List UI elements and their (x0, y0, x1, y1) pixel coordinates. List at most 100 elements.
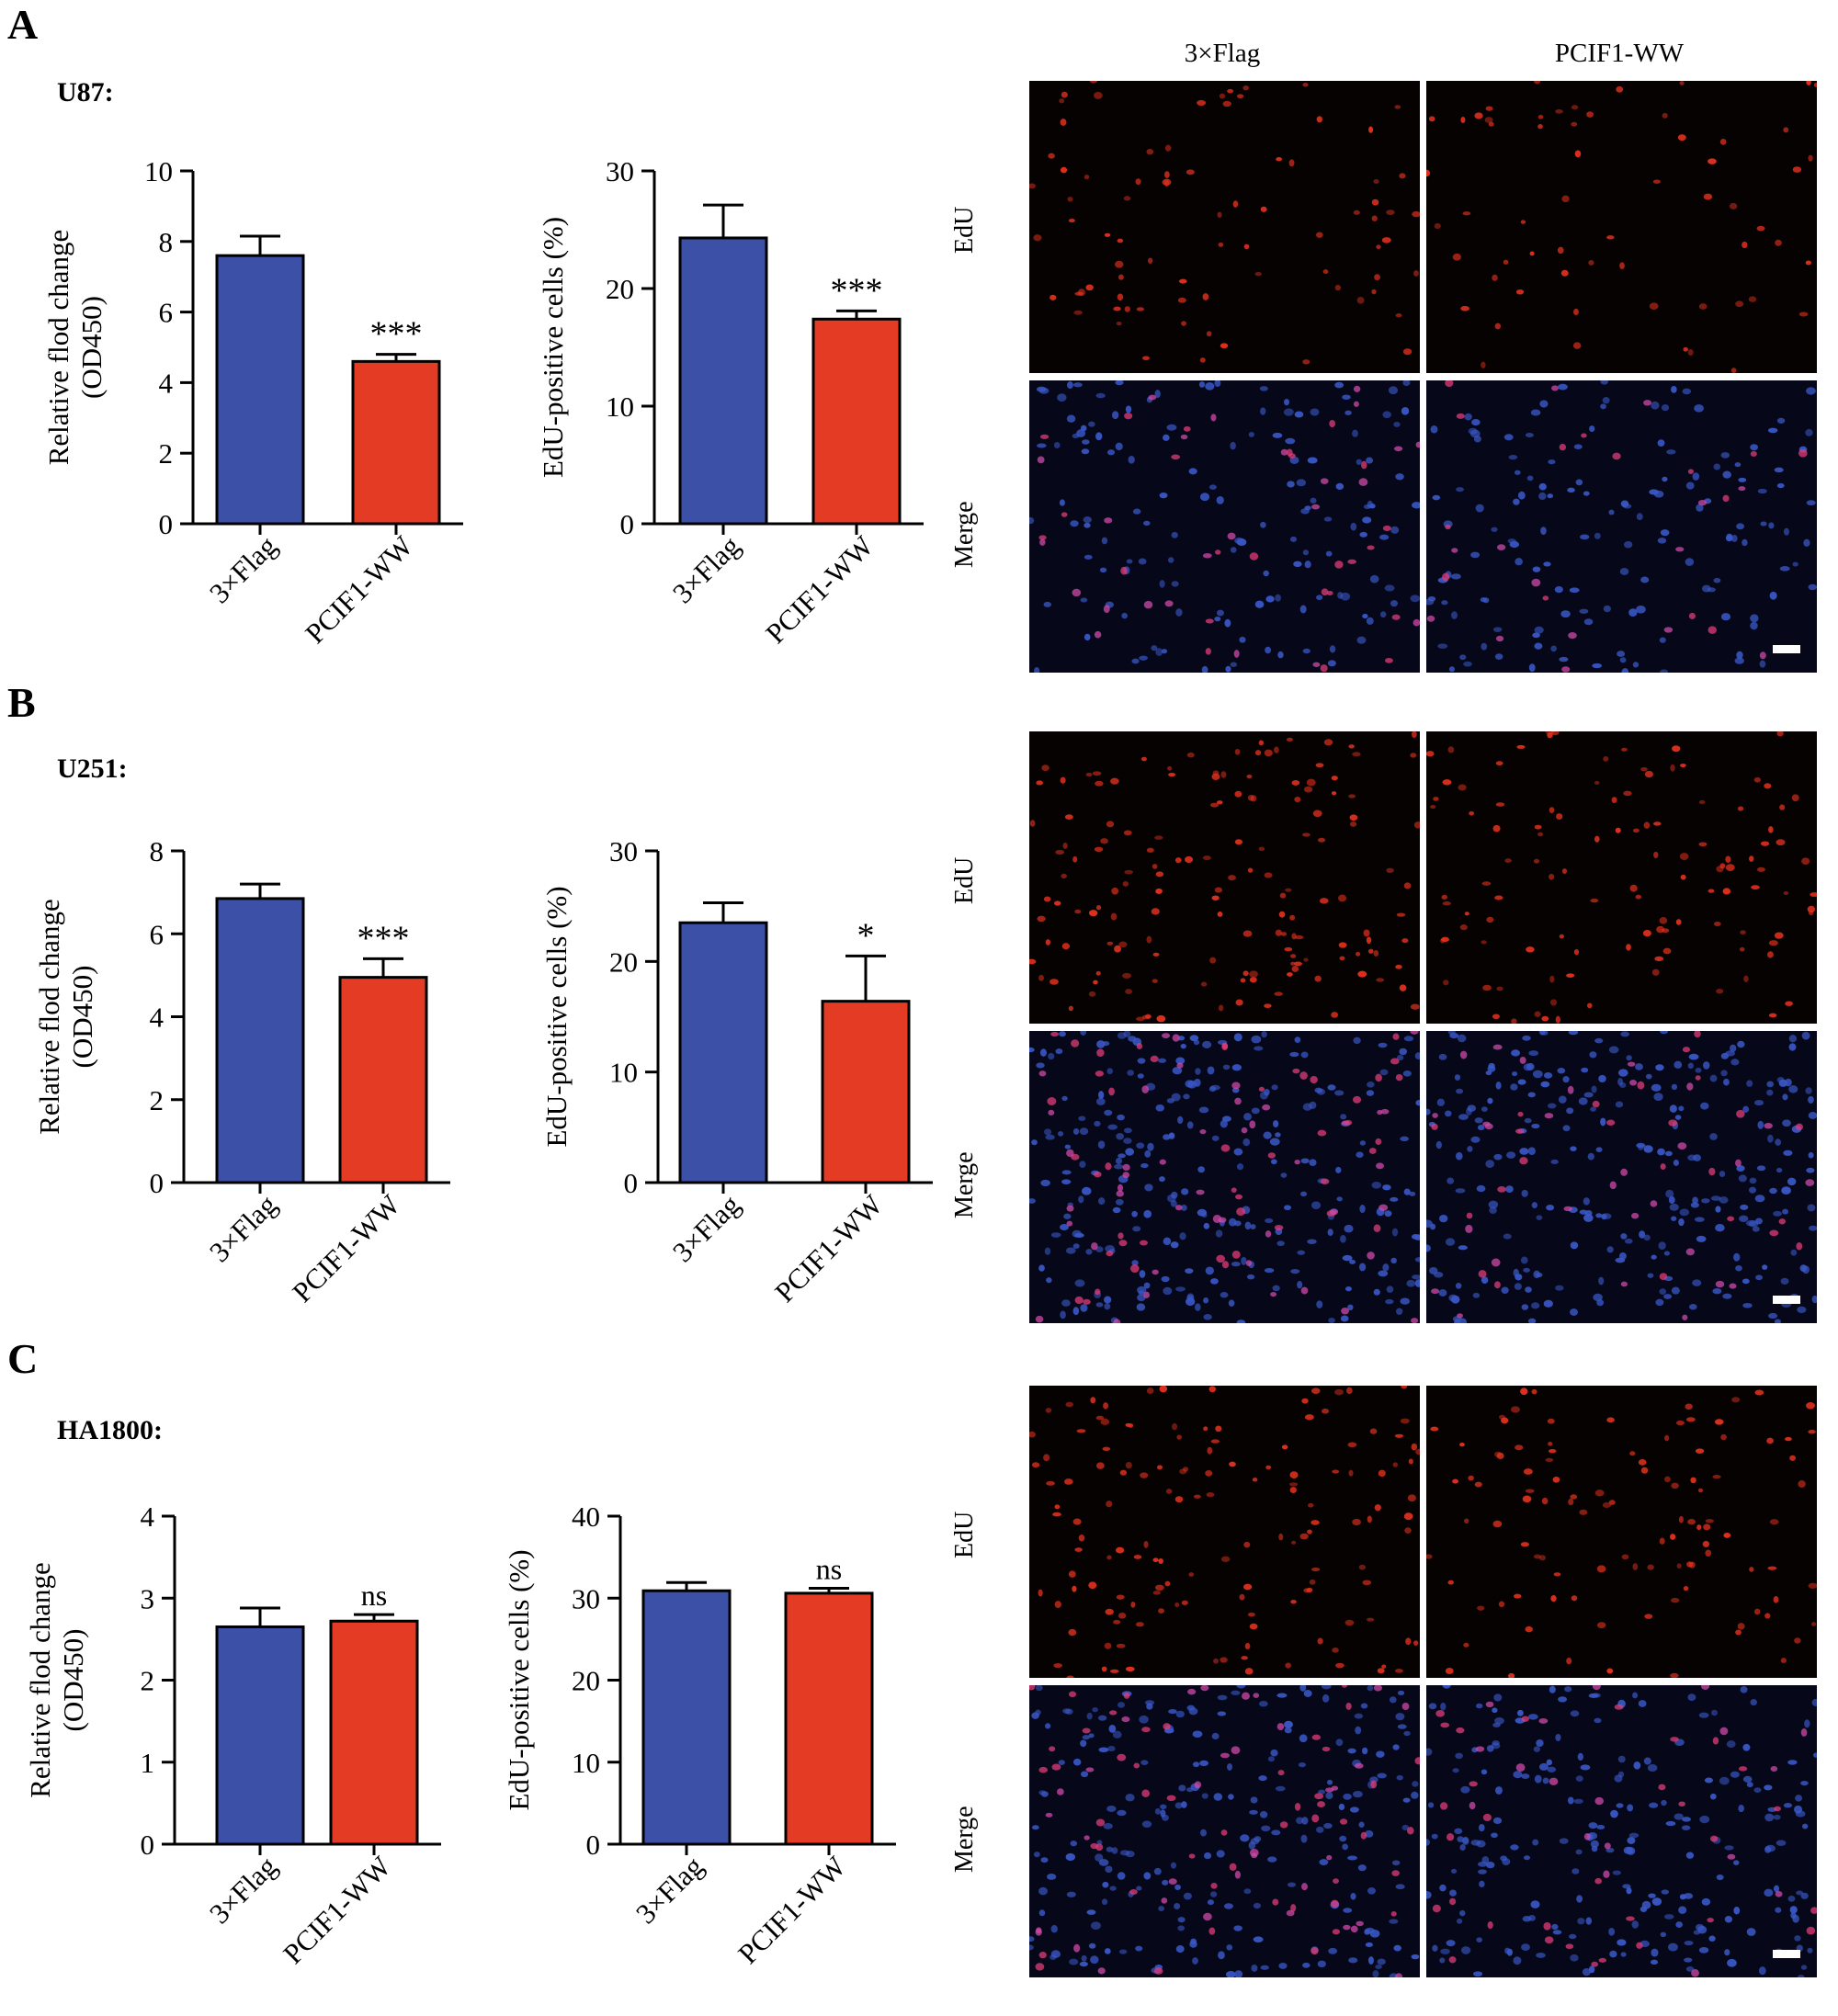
x-tick-label: PCIF1-WW (732, 1850, 852, 1970)
x-tick-label: PCIF1-WW (759, 529, 879, 650)
image-column-header-pcif1-ww: PCIF1-WW (1554, 39, 1685, 68)
micrograph-u251-edu-pcif1-ww (1426, 731, 1817, 1024)
significance-label: ns (816, 1553, 842, 1586)
y-axis-label: (OD450) (66, 966, 98, 1069)
significance-label: *** (357, 919, 410, 957)
y-tick-label: 10 (606, 391, 634, 423)
y-tick-label: 0 (620, 508, 635, 540)
y-tick-label: 8 (150, 835, 165, 867)
panel-letter-a: A (7, 1, 39, 48)
x-tick-label: PCIF1-WW (299, 529, 419, 650)
y-tick-label: 2 (159, 437, 174, 470)
x-tick-label: 3×Flag (203, 1188, 283, 1268)
y-tick-label: 3 (141, 1582, 155, 1614)
y-axis-label: EdU-positive cells (%) (503, 1549, 535, 1810)
x-tick-label: 3×Flag (630, 1850, 709, 1930)
x-tick-label: PCIF1-WW (286, 1188, 406, 1308)
y-tick-label: 10 (144, 155, 173, 187)
cell-line-label-u87: U87: (57, 77, 114, 108)
x-tick-label: 3×Flag (666, 1188, 746, 1268)
y-tick-label: 30 (609, 835, 638, 867)
y-tick-label: 30 (572, 1582, 600, 1614)
y-tick-label: 10 (609, 1057, 638, 1089)
bar-pcif1-ww (821, 1000, 911, 1184)
y-tick-label: 0 (141, 1829, 155, 1861)
channel-label-merge: Merge (950, 1151, 979, 1218)
bar-pcif1-ww (338, 976, 428, 1184)
y-tick-label: 4 (159, 367, 174, 399)
micrograph-ha1800-edu-3xflag (1029, 1386, 1420, 1678)
y-tick-label: 2 (141, 1665, 155, 1697)
y-axis-label: Relative flod change (24, 1562, 56, 1798)
bar-3xflag (215, 254, 305, 526)
y-tick-label: 0 (159, 508, 174, 540)
scale-bar (1773, 1296, 1800, 1304)
y-axis-label: (OD450) (75, 296, 108, 399)
cell-line-label-u251: U251: (57, 753, 128, 784)
y-tick-label: 10 (572, 1747, 600, 1779)
y-tick-label: 2 (150, 1084, 165, 1116)
micrograph-u87-merge-3xflag (1029, 380, 1420, 673)
bar-3xflag (215, 897, 305, 1184)
panel-letter-c: C (7, 1335, 39, 1382)
y-tick-label: 20 (606, 273, 634, 305)
micrograph-ha1800-merge-pcif1-ww (1426, 1685, 1817, 1977)
x-tick-label: PCIF1-WW (277, 1850, 397, 1970)
channel-label-merge: Merge (950, 501, 979, 568)
x-tick-label: 3×Flag (666, 529, 746, 609)
micrograph-u87-edu-pcif1-ww (1426, 81, 1817, 373)
micrograph-u251-merge-pcif1-ww (1426, 1031, 1817, 1323)
chart-b-edu: 0 10 20 30 EdU-positive cells (%) 3×Flag * PCIF… (540, 835, 933, 1308)
scale-bar (1773, 1950, 1800, 1958)
y-tick-label: 6 (150, 918, 165, 950)
micrograph-u87-edu-3xflag (1029, 81, 1420, 373)
chart-a-edu: 0 10 20 30 EdU-positive cells (%) 3×Flag *** PC… (537, 155, 924, 650)
bar-3xflag (678, 921, 768, 1184)
micrograph-ha1800-edu-pcif1-ww (1426, 1386, 1817, 1678)
chart-a-od450: 0 2 4 6 8 10 Relative flod change (OD450) 3×Flag… (42, 155, 463, 650)
micrograph-ha1800-merge-3xflag (1029, 1685, 1420, 1977)
y-axis-label: (OD450) (57, 1629, 89, 1732)
chart-c-edu: 0 10 20 30 40 EdU-positive cells (%) 3×Flag ns P… (503, 1501, 896, 1970)
y-tick-label: 40 (572, 1501, 600, 1533)
y-axis-label: EdU-positive cells (%) (537, 217, 569, 478)
bar-pcif1-ww (329, 1619, 419, 1846)
y-tick-label: 20 (572, 1665, 600, 1697)
y-tick-label: 6 (159, 297, 174, 329)
y-tick-label: 0 (150, 1167, 165, 1199)
bar-3xflag (215, 1625, 305, 1846)
y-tick-label: 4 (141, 1501, 155, 1533)
channel-label-merge: Merge (950, 1806, 979, 1873)
x-tick-label: 3×Flag (203, 529, 283, 609)
bar-3xflag (678, 236, 768, 526)
channel-label-edu: EdU (950, 206, 979, 254)
channel-label-edu: EdU (950, 856, 979, 904)
bar-pcif1-ww (811, 317, 902, 526)
y-tick-label: 8 (159, 226, 174, 258)
significance-label: *** (831, 271, 883, 310)
micrograph-u87-merge-pcif1-ww (1426, 380, 1817, 673)
chart-c-od450: 0 1 2 3 4 Relative flod change (OD450) 3×Flag ns… (24, 1501, 441, 1970)
channel-label-edu: EdU (950, 1511, 979, 1558)
x-tick-label: 3×Flag (203, 1850, 283, 1930)
micrograph-u251-edu-3xflag (1029, 731, 1420, 1024)
bar-pcif1-ww (784, 1591, 874, 1846)
y-tick-label: 0 (624, 1167, 639, 1199)
bar-3xflag (641, 1589, 732, 1846)
y-axis-label: EdU-positive cells (%) (540, 886, 573, 1147)
y-tick-label: 4 (150, 1002, 165, 1034)
micrograph-u251-merge-3xflag (1029, 1031, 1420, 1323)
bar-pcif1-ww (351, 359, 441, 526)
scale-bar (1773, 645, 1800, 653)
y-tick-label: 30 (606, 155, 634, 187)
y-tick-label: 20 (609, 946, 638, 978)
significance-label: *** (370, 315, 423, 354)
chart-b-od450: 0 2 4 6 8 Relative flod change (OD450) 3×Flag **… (33, 835, 450, 1308)
significance-label: * (857, 916, 875, 955)
y-tick-label: 1 (141, 1747, 155, 1779)
cell-line-label-ha1800: HA1800: (57, 1415, 163, 1445)
significance-label: ns (361, 1579, 387, 1612)
y-axis-label: Relative flod change (42, 230, 74, 466)
x-tick-label: PCIF1-WW (768, 1188, 889, 1308)
